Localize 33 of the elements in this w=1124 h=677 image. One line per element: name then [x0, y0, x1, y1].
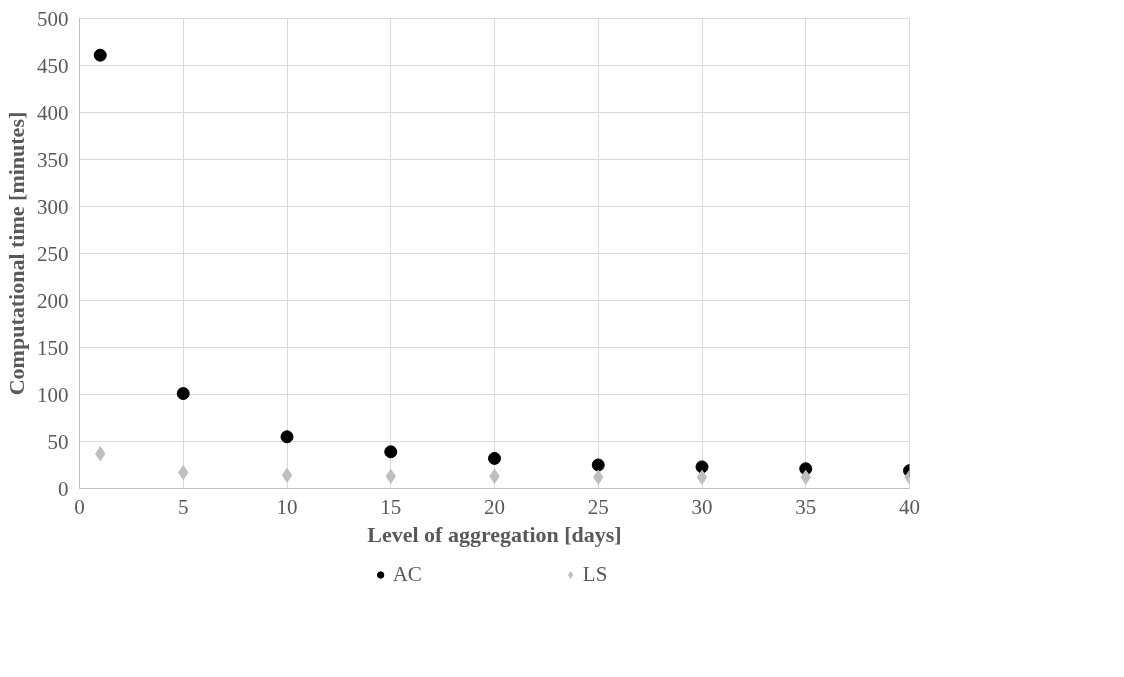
point	[591, 458, 605, 472]
x-tick-label: 20	[484, 494, 505, 519]
point	[93, 48, 107, 62]
point	[696, 469, 708, 485]
point	[384, 445, 398, 459]
legend-label: LS	[582, 561, 608, 587]
x-tick-label: 15	[380, 494, 402, 519]
y-axis-title: Computational time [minutes]	[4, 111, 29, 396]
x-tick-label: 25	[587, 494, 609, 519]
x-tick-label: 5	[178, 494, 189, 519]
y-tick-label: 450	[37, 53, 69, 78]
y-tick-label: 350	[37, 147, 69, 172]
point	[281, 467, 293, 483]
x-tick-label: 0	[74, 494, 85, 519]
point	[176, 387, 190, 401]
x-tick-label: 10	[276, 494, 298, 519]
y-tick-label: 250	[37, 241, 69, 266]
x-axis-title: Level of aggregation [days]	[367, 521, 622, 547]
y-tick-label: 300	[37, 194, 69, 219]
legend-label: AC	[392, 561, 422, 587]
y-tick-label: 150	[37, 335, 69, 360]
y-tick-label: 0	[58, 476, 69, 501]
y-tick-label: 500	[37, 6, 69, 31]
x-tick-label: 40	[899, 494, 920, 519]
x-tick-label: 30	[691, 494, 713, 519]
x-tick-label: 35	[795, 494, 817, 519]
y-tick-label: 50	[47, 429, 69, 454]
y-tick-label: 200	[37, 288, 69, 313]
point	[280, 430, 294, 444]
point	[695, 460, 709, 474]
point	[488, 451, 501, 465]
y-tick-label: 100	[37, 382, 69, 407]
y-tick-label: 400	[37, 100, 69, 125]
